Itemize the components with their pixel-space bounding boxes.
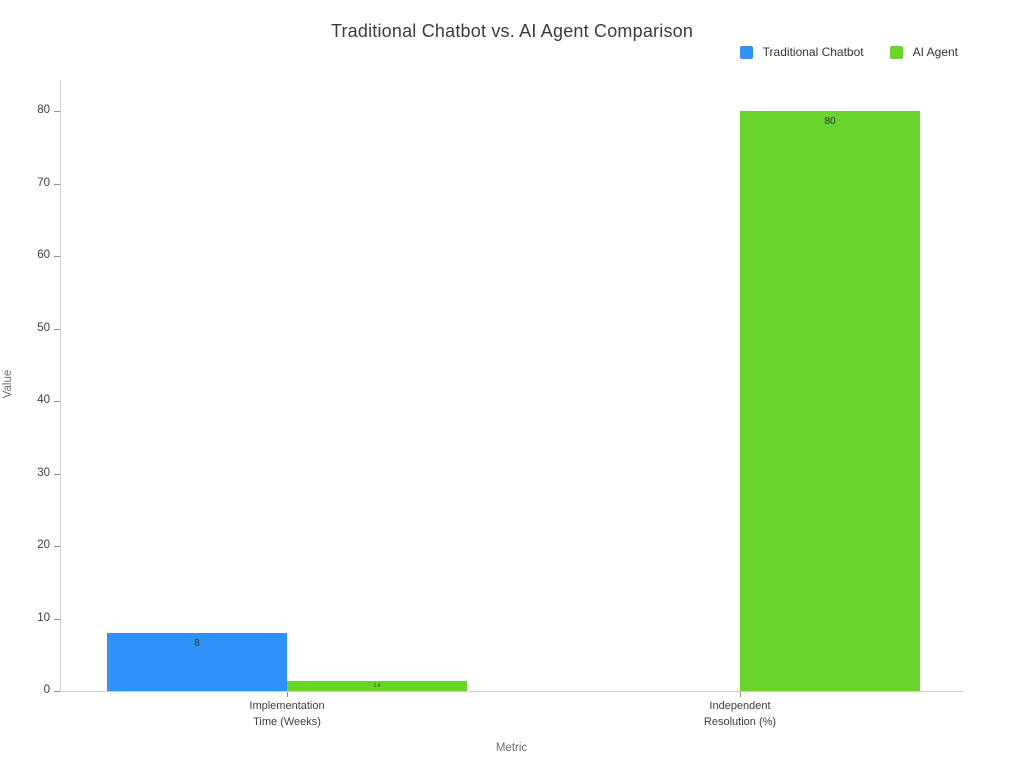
y-tick-mark bbox=[54, 111, 60, 112]
y-tick-label: 40 bbox=[37, 394, 50, 406]
x-tick-mark bbox=[287, 692, 288, 697]
y-tick-label: 70 bbox=[37, 176, 50, 189]
bar-value-label: 80 bbox=[824, 116, 836, 127]
y-tick-label: 20 bbox=[37, 539, 50, 551]
y-tick-mark bbox=[54, 328, 60, 330]
y-tick-mark bbox=[54, 546, 60, 547]
x-category-label: Independent Resolution (%) bbox=[703, 700, 777, 728]
legend-item-traditional-chatbot[interactable]: Traditional Chatbot bbox=[739, 45, 864, 59]
y-tick-label: 0 bbox=[43, 684, 50, 696]
legend-swatch-green bbox=[889, 45, 903, 59]
bar-value-label: 1.4 bbox=[373, 682, 381, 689]
x-category-label: Implementation Time (Weeks) bbox=[249, 700, 325, 728]
y-axis-title: Value bbox=[2, 369, 14, 399]
y-tick-mark bbox=[54, 618, 60, 620]
y-tick-label: 30 bbox=[37, 466, 50, 479]
y-tick-label: 10 bbox=[37, 611, 50, 624]
legend-swatch-blue bbox=[739, 45, 753, 59]
bar-traditional-chatbot-0 bbox=[107, 633, 287, 691]
y-axis-line bbox=[60, 80, 61, 691]
legend-label: AI Agent bbox=[912, 45, 958, 59]
y-tick-mark bbox=[54, 256, 60, 257]
y-tick-mark bbox=[54, 401, 60, 402]
y-tick-label: 80 bbox=[37, 104, 50, 116]
bar-ai-agent-0 bbox=[287, 681, 467, 691]
chart-title: Traditional Chatbot vs. AI Agent Compari… bbox=[330, 21, 694, 41]
x-tick-mark bbox=[740, 692, 741, 697]
bar-value-label: 8 bbox=[194, 638, 200, 649]
legend: Traditional Chatbot AI Agent bbox=[739, 45, 958, 59]
x-axis-line bbox=[60, 691, 963, 692]
legend-item-ai-agent[interactable]: AI Agent bbox=[889, 45, 958, 59]
y-tick-mark bbox=[54, 183, 60, 185]
y-tick-mark bbox=[54, 473, 60, 475]
y-tick-label: 50 bbox=[37, 321, 50, 334]
y-tick-label: 60 bbox=[37, 249, 50, 261]
x-axis-title: Metric bbox=[495, 742, 528, 754]
bar-ai-agent-1 bbox=[740, 111, 920, 691]
legend-label: Traditional Chatbot bbox=[762, 45, 864, 59]
y-tick-mark bbox=[54, 691, 60, 692]
